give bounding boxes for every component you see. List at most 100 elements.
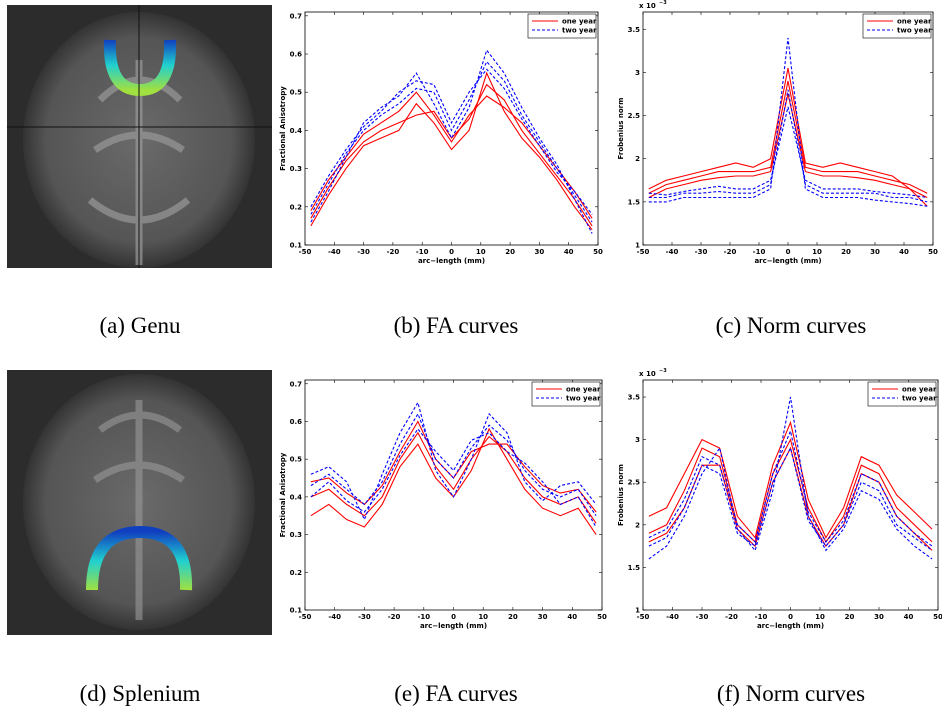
x-tick-label: -50 (299, 248, 312, 256)
plot-area (305, 380, 602, 610)
y-tick-label: 0.7 (290, 380, 303, 388)
x-tick-label: -30 (358, 613, 371, 621)
x-tick-label: -10 (417, 613, 430, 621)
x-tick-label: -40 (666, 248, 679, 256)
y-axis-label: Fractional Anisotropy (279, 452, 287, 537)
x-tick-label: -40 (328, 613, 341, 621)
x-tick-label: 40 (564, 248, 574, 256)
data-line (648, 446, 933, 551)
y-tick-label: 3 (635, 436, 640, 444)
legend-box (867, 381, 937, 407)
splenium-image (7, 370, 272, 635)
y-tick-label: 0.1 (290, 242, 303, 250)
x-tick-label: 20 (841, 248, 851, 256)
x-tick-label: -50 (637, 613, 650, 621)
x-tick-label: 30 (538, 613, 548, 621)
caption: (c) Norm curves (716, 313, 867, 338)
x-tick-label: 0 (786, 248, 791, 256)
legend-label: one year (902, 386, 937, 394)
y-tick-label: 3 (635, 69, 640, 77)
data-line (648, 89, 928, 203)
y-tick-label: 0.6 (290, 51, 303, 59)
x-tick-label: 20 (505, 248, 515, 256)
y-tick-label: 1.5 (628, 198, 641, 206)
x-tick-label: 0 (788, 613, 793, 621)
x-tick-label: -40 (666, 613, 679, 621)
y-tick-label: 0.3 (290, 165, 303, 173)
legend-label: two year (897, 27, 932, 35)
x-tick-label: 50 (933, 613, 942, 621)
data-line (310, 431, 597, 524)
data-line (648, 93, 928, 198)
y-tick-label: 0.4 (290, 493, 303, 501)
scale-exponent: −3 (659, 0, 667, 6)
caption: (b) FA curves (394, 313, 519, 338)
y-tick-label: 3.5 (628, 394, 641, 402)
x-tick-label: 20 (845, 613, 855, 621)
y-tick-label: 2 (635, 521, 640, 529)
x-tick-label: 30 (870, 248, 880, 256)
y-tick-label: 2.5 (628, 112, 641, 120)
data-line (310, 412, 597, 517)
x-axis-label: arc−length (mm) (754, 257, 821, 265)
x-tick-label: 40 (904, 613, 914, 621)
caption: (f) Norm curves (717, 681, 865, 706)
x-tick-label: -20 (724, 248, 737, 256)
y-tick-label: 0.5 (290, 89, 303, 97)
x-tick-label: 10 (476, 248, 486, 256)
y-axis-label: Frobenius norm (617, 464, 625, 526)
data-line (648, 438, 933, 543)
x-tick-label: -20 (388, 613, 401, 621)
x-tick-label: 40 (567, 613, 577, 621)
data-line (310, 68, 593, 215)
y-tick-label: 3.5 (628, 26, 641, 34)
x-tick-label: 0 (449, 248, 454, 256)
x-tick-label: 50 (597, 613, 607, 621)
data-line (310, 49, 593, 234)
y-tick-label: 1 (635, 607, 640, 615)
scale-label: x 10 (639, 370, 656, 378)
y-tick-label: 2.5 (628, 479, 641, 487)
y-tick-label: 0.4 (290, 127, 303, 135)
x-tick-label: -30 (696, 613, 709, 621)
x-tick-label: -10 (753, 248, 766, 256)
data-line (648, 37, 928, 207)
legend-label: one year (897, 18, 932, 26)
y-tick-label: 0.7 (290, 12, 303, 20)
legend-label: one year (566, 386, 601, 394)
y-tick-label: 0.3 (290, 531, 303, 539)
y-tick-label: 2 (635, 155, 640, 163)
y-tick-label: 1 (635, 242, 640, 250)
y-tick-label: 0.6 (290, 418, 303, 426)
y-axis-label: Fractional Anisotropy (279, 86, 287, 171)
y-tick-label: 0.1 (290, 607, 303, 615)
data-line (648, 429, 933, 547)
x-tick-label: 40 (899, 248, 909, 256)
data-line (310, 91, 593, 219)
y-axis-label: Frobenius norm (617, 98, 625, 160)
x-tick-label: 50 (928, 248, 938, 256)
y-tick-label: 0.2 (290, 569, 303, 577)
legend-label: two year (902, 395, 937, 403)
genu-image (7, 5, 272, 268)
x-tick-label: -10 (416, 248, 429, 256)
x-tick-label: -30 (695, 248, 708, 256)
data-line (310, 60, 593, 223)
scale-exponent: −3 (659, 368, 667, 374)
x-tick-label: 20 (508, 613, 518, 621)
x-tick-label: 10 (478, 613, 488, 621)
caption: (e) FA curves (394, 681, 518, 706)
legend-label: two year (562, 27, 597, 35)
plot-area (643, 12, 933, 245)
x-tick-label: 10 (812, 248, 822, 256)
data-line (310, 71, 593, 231)
data-line (648, 106, 928, 199)
legend-label: one year (562, 18, 597, 26)
x-tick-label: 10 (815, 613, 825, 621)
x-tick-label: -30 (357, 248, 370, 256)
scale-label: x 10 (639, 2, 656, 10)
legend-box (862, 13, 932, 39)
x-tick-label: -40 (328, 248, 341, 256)
plot-area (305, 12, 598, 245)
